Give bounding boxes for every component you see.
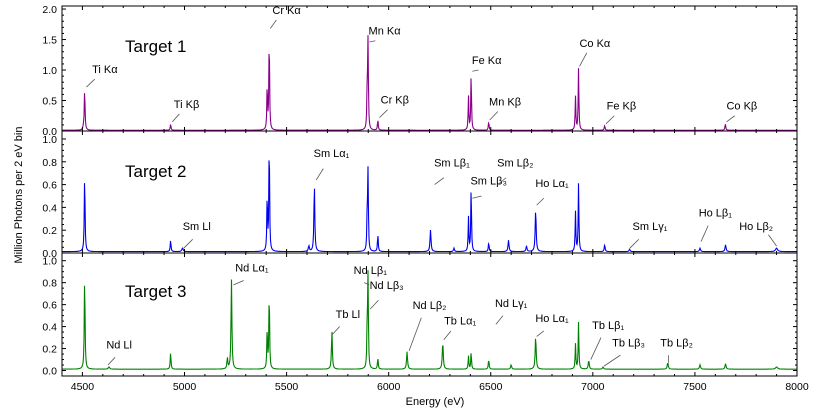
peak-label: Nd Lβ₁ <box>354 265 388 277</box>
y-tick-label: 1.0 <box>42 65 57 77</box>
x-tick-label: 6000 <box>377 381 401 393</box>
panel-2: 0.0 0.2 0.4 0.6 0.8 1.0 Target 2 Sm Ll Sm Lα₁ Sm … <box>42 130 798 260</box>
peak-label: Ho Lα₁ <box>535 313 569 325</box>
label-leader-line <box>497 177 507 185</box>
series-line <box>61 270 797 370</box>
label-leader-line <box>603 354 621 367</box>
peak-label: Tb Lα₁ <box>444 315 476 327</box>
peak-label: Tb Lβ₁ <box>592 320 624 332</box>
x-tick-label: 8000 <box>785 381 809 393</box>
panel-title: Target 2 <box>125 162 186 181</box>
peak-label: Fe Kβ <box>607 101 637 113</box>
y-tick-label: 0.4 <box>42 202 57 214</box>
peak-label: Cr Kβ <box>381 95 409 107</box>
x-tick-label: 4500 <box>71 381 95 393</box>
label-leader-line <box>107 357 116 366</box>
x-tick-label: 6500 <box>479 381 503 393</box>
panel-3: 0.0 0.2 0.4 0.6 0.8 1.0 Target 3 Nd Ll Nd Lα₁ Tb … <box>42 252 798 378</box>
peak-label: Fe Kα <box>472 55 502 67</box>
label-leader-line <box>408 317 422 351</box>
peak-label: Sm Lβ₃ <box>470 176 506 188</box>
x-tick-label: 5500 <box>275 381 299 393</box>
label-leader-line <box>86 78 95 88</box>
label-leader-line <box>443 330 452 341</box>
label-leader-line <box>489 111 499 121</box>
label-leader-line <box>605 115 615 124</box>
peak-label: Ti Kβ <box>174 99 199 111</box>
peak-label: Mn Kβ <box>489 96 521 108</box>
y-tick-label: 0.6 <box>42 180 57 192</box>
peak-label: Ho Lβ₂ <box>739 221 773 233</box>
y-tick-label: 0.2 <box>42 344 57 356</box>
label-leader-line <box>332 326 340 335</box>
y-tick-label: 0.4 <box>42 322 57 334</box>
label-leader-line <box>434 177 445 185</box>
label-leader-line <box>364 282 370 286</box>
y-tick-label: 0.5 <box>42 96 57 108</box>
y-tick-label: 0.0 <box>42 366 57 378</box>
y-tick-label: 0.0 <box>42 248 57 260</box>
x-tick-label: 5000 <box>173 381 197 393</box>
peak-label: Sm Ll <box>183 221 211 233</box>
y-tick-label: 0.8 <box>42 278 57 290</box>
label-leader-line <box>768 234 777 247</box>
x-tick-label: 7000 <box>581 381 605 393</box>
peak-label: Sm Lα₁ <box>314 148 350 160</box>
peak-label: Nd Ll <box>106 340 132 352</box>
peak-label: Nd Lγ₁ <box>495 298 528 310</box>
peak-label: Nd Lβ₂ <box>413 300 447 312</box>
peak-label: Tb Lβ₃ <box>612 337 645 349</box>
y-tick-label: 1.0 <box>42 256 57 268</box>
panels-group: 0.0 0.5 1.0 1.5 2.0 Target 1 Ti Kα Ti Kβ Cr Kα Mn… <box>42 4 808 393</box>
label-leader-line <box>726 115 735 123</box>
label-leader-line <box>472 195 482 199</box>
y-tick-label: 0.0 <box>42 126 57 138</box>
y-tick-label: 1.5 <box>42 35 57 47</box>
peak-label: Nd Lα₁ <box>235 263 269 275</box>
label-leader-line <box>590 337 602 360</box>
peak-label: Tb Ll <box>336 309 360 321</box>
label-leader-line <box>536 330 545 337</box>
label-leader-line <box>171 113 180 123</box>
label-leader-line <box>472 69 479 72</box>
label-leader-line <box>495 315 504 325</box>
label-leader-line <box>629 239 640 249</box>
label-leader-line <box>379 109 388 118</box>
peak-label: Nd Lβ₃ <box>370 280 404 292</box>
label-leader-line <box>536 197 545 206</box>
peak-label: Sm Lβ₁ <box>434 157 470 169</box>
panel-title: Target 1 <box>125 37 186 56</box>
label-leader-line <box>369 299 379 310</box>
label-leader-line <box>269 19 277 29</box>
x-axis-label: Energy (eV) <box>406 396 465 408</box>
label-leader-line <box>700 225 709 242</box>
label-leader-line <box>233 280 244 286</box>
peak-label: Ti Kα <box>92 64 118 76</box>
x-tick-label: 7500 <box>683 381 707 393</box>
peak-label: Co Kβ <box>726 101 757 113</box>
peak-label: Ho Lβ₁ <box>699 208 733 220</box>
y-tick-label: 0.8 <box>42 157 57 169</box>
peak-label: Co Kα <box>579 38 610 50</box>
label-leader-line <box>183 239 193 249</box>
y-tick-label: 0.2 <box>42 225 57 237</box>
y-tick-label: 1.0 <box>42 134 57 146</box>
peak-label: Tb Lβ₂ <box>660 337 693 349</box>
label-leader-line <box>315 168 324 181</box>
peak-label: Sm Lγ₁ <box>633 221 668 233</box>
label-leader-line <box>369 40 376 43</box>
y-axis-label: Million Photons per 2 eV bin <box>13 127 25 264</box>
peak-label: Ho Lα₁ <box>535 178 569 190</box>
label-leader-line <box>579 52 588 67</box>
peak-label: Mn Kα <box>369 26 402 38</box>
peak-label: Cr Kα <box>272 5 301 17</box>
panel-title: Target 3 <box>125 282 186 301</box>
peak-label: Sm Lβ₂ <box>497 157 533 169</box>
y-tick-label: 0.6 <box>42 300 57 312</box>
y-tick-label: 2.0 <box>42 4 57 16</box>
